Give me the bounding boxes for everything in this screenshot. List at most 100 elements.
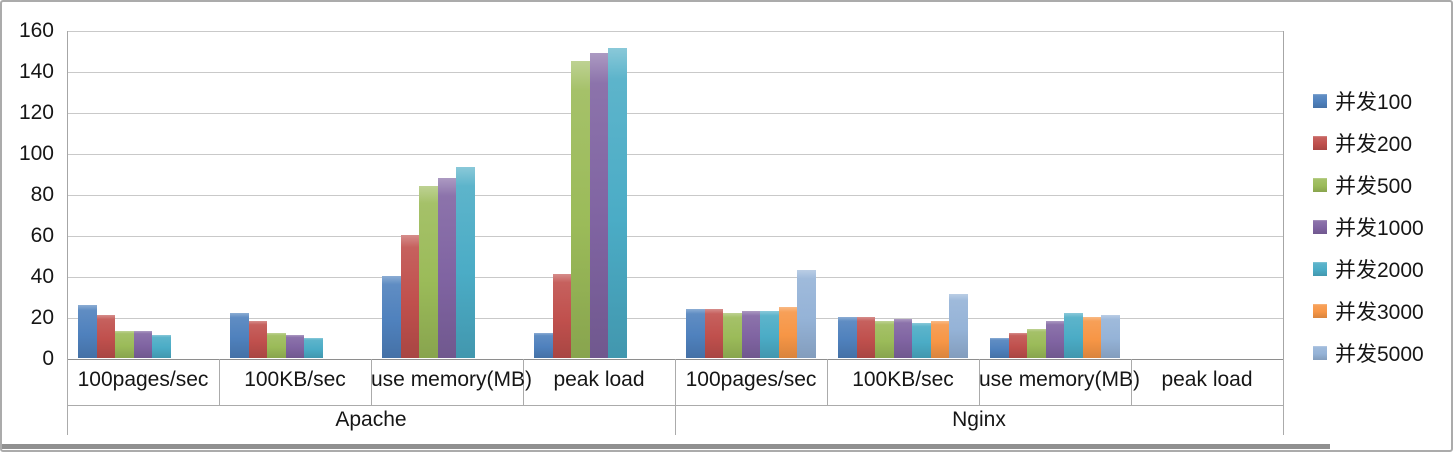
gridline [67,318,1283,319]
bar-nginx-c2-s5 [1082,317,1102,358]
legend-label: 并发100 [1335,91,1413,114]
legend-item: 并发500 [1313,164,1424,206]
gridline [67,236,1283,237]
y-tick-label: 100 [18,142,54,165]
gridline [67,277,1283,278]
bar-nginx-c2-s1 [1008,333,1028,358]
bar-nginx-c2-s0 [990,337,1009,358]
legend-label: 并发5000 [1335,343,1424,366]
bar-apache-c1-s2 [267,333,286,358]
bar-nginx-c2-s6 [1101,314,1121,358]
bar-nginx-c0-s3 [741,310,761,358]
y-tick-label: 160 [18,19,54,42]
gridline [67,154,1283,155]
category-label: peak load [553,368,645,391]
category-label: 100KB/sec [244,368,346,391]
axis-divider [675,359,676,435]
bar-apache-c2-s3 [437,177,457,358]
legend-label: 并发500 [1335,175,1413,198]
gridline [67,72,1283,73]
axis-divider [827,359,828,405]
legend-item: 并发5000 [1313,332,1424,374]
category-slot-apache-2 [371,31,523,359]
bar-nginx-c0-s4 [760,310,779,358]
y-tick-label: 20 [30,306,54,329]
bar-apache-c3-s2 [571,60,590,358]
y-tick-label: 80 [30,183,54,206]
bar-apache-c3-s4 [608,48,627,358]
gridline [67,113,1283,114]
axis-divider [1283,359,1284,435]
legend-color-swatch-icon [1313,220,1327,234]
bar-apache-c1-s0 [230,312,249,358]
bar-nginx-c1-s2 [875,321,894,358]
gridline [67,31,1283,32]
category-label: 100pages/sec [77,368,209,391]
category-label: use memory(MB) [371,368,533,391]
legend-color-swatch-icon [1313,178,1327,192]
bar-apache-c1-s1 [248,321,268,358]
bar-nginx-c2-s3 [1045,321,1065,358]
bar-nginx-c2-s2 [1027,329,1046,358]
axis-divider [219,359,220,405]
category-label: 100KB/sec [852,368,954,391]
bar-apache-c0-s3 [133,331,153,358]
legend-item: 并发1000 [1313,206,1424,248]
bar-nginx-c0-s2 [723,312,742,358]
legend-item: 并发100 [1313,80,1424,122]
bar-apache-c0-s1 [96,314,116,358]
axis-divider [523,359,524,405]
bar-nginx-c0-s5 [778,306,798,358]
legend-label: 并发1000 [1335,217,1424,240]
y-tick-label: 120 [18,101,54,124]
axis-divider [979,359,980,405]
category-slot-apache-3 [523,31,675,359]
y-tick-label: 0 [42,347,54,370]
x-axis: 100pages/sec 100KB/sec use memory(MB) peak … [67,359,1284,435]
category-label: use memory(MB) [979,368,1141,391]
bar-apache-c2-s1 [400,235,420,358]
legend-color-swatch-icon [1313,304,1327,318]
legend-color-swatch-icon [1313,262,1327,276]
y-axis: 0 20 40 60 80 100 120 140 160 [2,19,60,370]
legend-label: 并发2000 [1335,259,1424,282]
bar-apache-c3-s3 [589,52,609,358]
legend-label: 并发200 [1335,133,1413,156]
plot-left-border [67,31,68,359]
bar-nginx-c1-s3 [893,319,913,358]
category-slot-apache-0 [67,31,219,359]
legend-color-swatch-icon [1313,136,1327,150]
plot-right-border [1283,31,1284,359]
bar-nginx-c1-s0 [838,317,857,358]
category-label: 100pages/sec [685,368,817,391]
y-tick-label: 40 [30,265,54,288]
bar-nginx-c2-s4 [1064,312,1083,358]
bar-nginx-c0-s6 [797,269,817,358]
bar-apache-c1-s3 [285,335,305,358]
bar-nginx-c1-s5 [930,321,950,358]
plot-area [67,31,1284,360]
axis-divider [371,359,372,405]
category-slot-nginx-0 [675,31,827,359]
group-label-apache: Apache [335,408,407,431]
legend: 并发100 并发200 并发500 并发1000 并发2000 并发3000 并发5000 [1313,80,1424,374]
bar-nginx-c1-s1 [856,317,876,358]
category-slot-nginx-3 [1131,31,1283,359]
y-tick-label: 140 [18,60,54,83]
bar-apache-c0-s4 [152,335,171,358]
bar-apache-c2-s2 [419,185,438,358]
gridline [67,195,1283,196]
bar-nginx-c0-s1 [704,308,724,358]
group-label-nginx: Nginx [952,408,1006,431]
chart-frame-bottom-edge [2,444,1330,449]
legend-color-swatch-icon [1313,346,1327,360]
axis-divider [1131,359,1132,405]
bar-apache-c3-s0 [534,333,553,358]
legend-item: 并发3000 [1313,290,1424,332]
bar-apache-c3-s1 [552,273,572,358]
bar-apache-c1-s4 [304,337,323,358]
category-label: peak load [1161,368,1253,391]
bar-nginx-c1-s6 [949,294,969,358]
category-slot-apache-1 [219,31,371,359]
